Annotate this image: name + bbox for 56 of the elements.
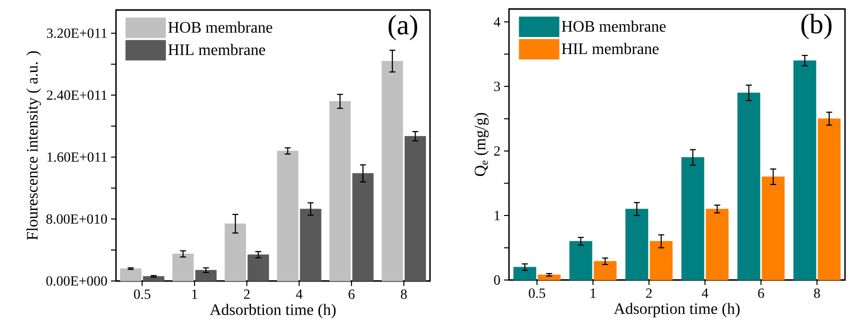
bar: [329, 101, 351, 282]
y-tick-label: 3: [494, 82, 500, 92]
bar: [513, 266, 536, 280]
legend-label: HIL membrane: [562, 42, 659, 54]
x-tick-label: 0.5: [528, 288, 546, 298]
x-axis-title: Adsorption time (h): [614, 302, 740, 318]
y-tick-label: 0: [494, 275, 500, 285]
legend-label: HIL membrane: [168, 44, 266, 56]
y-tick-label: 4: [494, 17, 500, 26]
y-axis-title: Flourescence intensity ( a.u. ): [26, 51, 41, 240]
x-tick-label: 0.5: [134, 289, 150, 299]
bar: [352, 173, 374, 282]
bar: [569, 241, 592, 280]
x-tick-label: 2: [646, 288, 652, 298]
bar: [681, 157, 704, 280]
bar: [195, 270, 217, 282]
y-tick-label: 1: [494, 210, 500, 220]
bar: [818, 118, 841, 280]
x-tick-label: 2: [244, 290, 250, 299]
bar: [224, 224, 246, 282]
bar: [594, 261, 617, 280]
annotation: (a): [388, 14, 418, 40]
x-axis-title: Adsorbtion time (h): [210, 304, 336, 318]
x-tick-label: 4: [702, 288, 708, 298]
legend-label: HOB membrane: [562, 20, 666, 32]
y-tick-label: 2: [494, 146, 500, 156]
bar: [248, 254, 269, 282]
x-tick-label: 6: [348, 290, 355, 299]
x-tick-label: 8: [814, 288, 820, 298]
bar: [277, 150, 298, 282]
bar: [625, 208, 648, 280]
bar: [404, 136, 426, 282]
bar: [762, 176, 785, 280]
y-tick-label: 0.00E+000: [46, 276, 107, 286]
x-tick-label: 1: [590, 288, 596, 298]
bar: [142, 276, 164, 282]
bar: [120, 268, 142, 282]
y-axis-title: Q$_{e}$ (mg/g): [474, 113, 489, 176]
bar: [172, 254, 194, 282]
x-tick-label: 8: [400, 289, 407, 299]
bar: [650, 241, 673, 280]
bar: [793, 60, 816, 280]
y-tick-label: 1.60E+011: [48, 152, 107, 162]
y-tick-label: 8.00E+010: [46, 214, 107, 224]
bar: [538, 274, 561, 280]
bar: [300, 208, 322, 282]
bar: [737, 92, 760, 280]
bar: [706, 208, 729, 280]
x-tick-label: 1: [192, 289, 198, 299]
bar: [382, 60, 404, 282]
y-tick-label: 2.40E+011: [46, 90, 107, 100]
legend-label: HOB membrane: [168, 22, 272, 33]
x-tick-label: 6: [758, 288, 764, 298]
x-tick-label: 4: [296, 289, 302, 299]
y-tick-label: 3.20E+011: [46, 28, 107, 38]
annotation: (b): [801, 14, 832, 40]
